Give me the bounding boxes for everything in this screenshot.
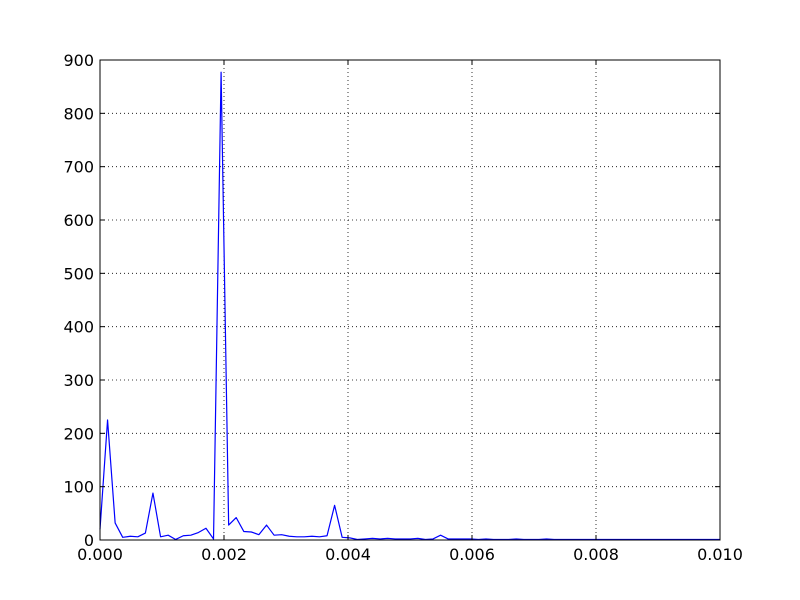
- y-tick-label: 0: [84, 531, 94, 550]
- series-layer: [99, 71, 720, 541]
- x-axis-tick-labels: 0.000 0.002 0.004 0.006 0.008 0.010: [77, 545, 743, 564]
- grid: [100, 60, 720, 540]
- y-tick-label: 800: [63, 104, 94, 123]
- y-tick-label: 700: [63, 158, 94, 177]
- x-tick-label: 0.002: [201, 545, 247, 564]
- y-tick-label: 500: [63, 264, 94, 283]
- x-tick-label: 0.008: [573, 545, 619, 564]
- y-tick-label: 200: [63, 424, 94, 443]
- y-axis-tick-labels: 0 100 200 300 400 500 600 700 800 900: [63, 51, 94, 550]
- tick-marks: [99, 59, 721, 541]
- y-tick-label: 600: [63, 211, 94, 230]
- y-tick-label: 400: [63, 318, 94, 337]
- x-tick-label: 0.010: [697, 545, 743, 564]
- y-tick-label: 300: [63, 371, 94, 390]
- x-tick-label: 0.000: [77, 545, 123, 564]
- y-tick-label: 100: [63, 478, 94, 497]
- series-line-0: [99, 71, 720, 541]
- x-tick-label: 0.004: [325, 545, 371, 564]
- x-tick-label: 0.006: [449, 545, 495, 564]
- plot-frame: [99, 59, 721, 541]
- y-tick-label: 900: [63, 51, 94, 70]
